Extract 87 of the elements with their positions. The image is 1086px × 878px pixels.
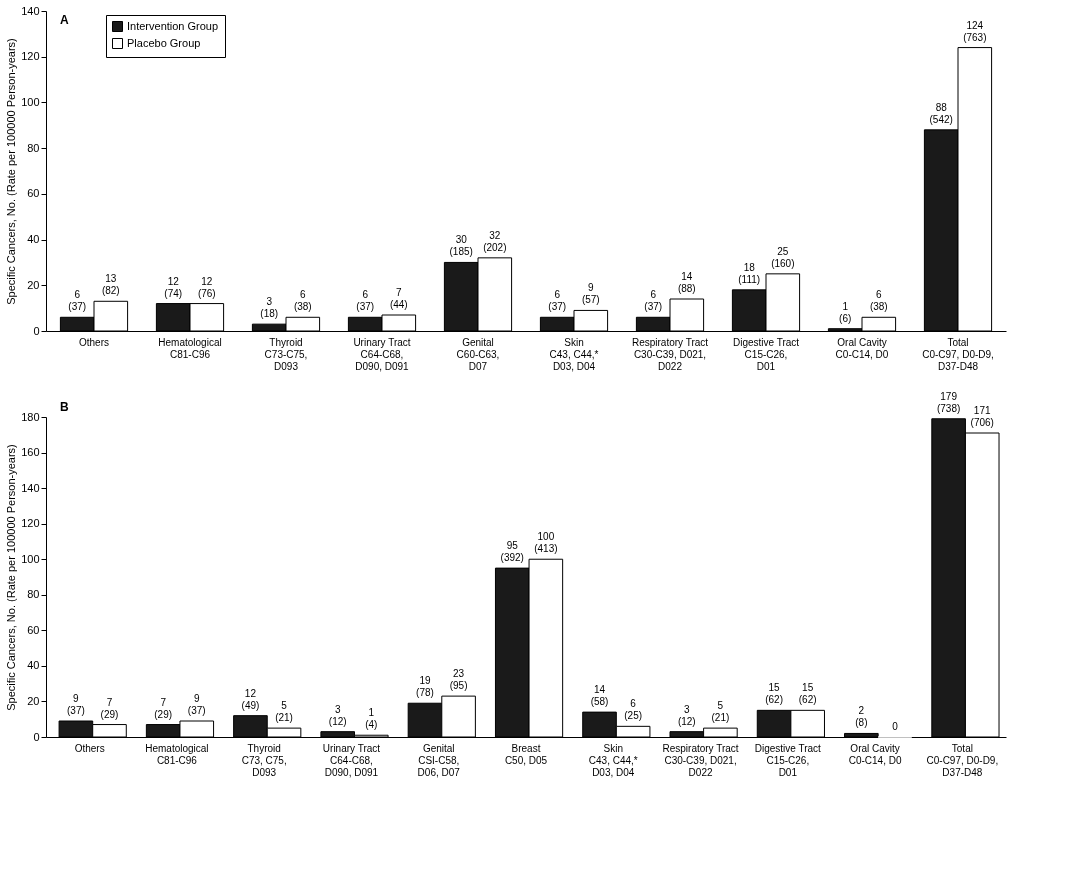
legend-label: Placebo Group: [127, 36, 201, 49]
data-label: 9 (37): [187, 693, 206, 716]
y-tick-label: 100: [21, 552, 40, 565]
data-label: 6 (25): [624, 698, 643, 722]
y-axis-title: Specific Cancers, No. (Rate per 100000 Person-years): [5, 38, 18, 305]
data-label: 15 (62): [798, 682, 817, 706]
legend-label: Intervention Group: [127, 19, 219, 32]
data-label: 95 (392): [500, 540, 524, 564]
data-label: 12 (49): [241, 687, 260, 711]
data-label: 23 (95): [449, 668, 468, 692]
data-label: 7 (29): [100, 696, 119, 720]
data-label: 1 (4): [365, 707, 378, 731]
y-tick-label: 40: [27, 233, 40, 246]
data-label: 7 (29): [154, 696, 173, 720]
x-tick-label: Genital C60-C63, D07: [456, 336, 500, 372]
x-tick-label: Thyroid C73-C75, D093: [264, 336, 308, 372]
y-tick-label: 0: [33, 324, 40, 337]
data-label: 30 (185): [449, 234, 473, 258]
data-label: 14 (58): [590, 684, 609, 708]
data-label: 9 (57): [581, 282, 600, 306]
data-label: 19 (78): [416, 675, 434, 699]
x-tick-label: Thyroid C73, C75, D093: [241, 742, 287, 778]
data-label: 171 (706): [970, 405, 994, 428]
data-label: 88 (542): [929, 101, 953, 125]
data-label: 3 (12): [328, 703, 347, 727]
data-label: 0: [892, 721, 899, 732]
x-tick-label: Urinary Tract C64-C68, D090, D091: [353, 336, 411, 372]
x-tick-label: Oral Cavity C0-C14, D0: [835, 336, 889, 360]
x-tick-label: Digestive Tract C15-C26, D01: [732, 336, 800, 372]
data-label: 2 (8): [855, 705, 868, 729]
y-tick-label: 60: [27, 187, 40, 200]
data-label: 15 (62): [765, 682, 783, 706]
x-tick-label: Skin C43, C44,* D03, D04: [588, 742, 638, 778]
data-label: 7 (44): [389, 287, 408, 310]
x-tick-label: Others: [78, 336, 110, 348]
y-axis-title: Specific Cancers, No. (Rate per 100000 Person-years): [5, 444, 18, 711]
x-tick-label: Respiratory Tract C30-C39, D021, D022: [662, 742, 739, 778]
y-tick-label: 20: [27, 278, 40, 291]
x-tick-label: Urinary Tract C64-C68, D090, D091: [322, 742, 381, 778]
data-label: 5 (21): [275, 700, 293, 724]
chart-title: A: [60, 13, 69, 27]
y-tick-label: 180: [21, 410, 40, 423]
x-tick-label: Oral Cavity C0-C14, D0: [848, 742, 902, 766]
x-tick-label: Total C0-C97, D0-D9, D37-D48: [922, 336, 994, 372]
x-tick-label: Hematological C81-C96: [158, 336, 222, 360]
data-label: 6 (37): [68, 289, 87, 313]
data-label: 12 (74): [164, 275, 183, 299]
data-label: 32 (202): [483, 229, 507, 253]
x-tick-label: Respiratory Tract C30-C39, D021, D022: [631, 336, 709, 372]
data-label: 100 (413): [534, 531, 558, 555]
x-tick-label: Total C0-C97, D0-D9, D37-D48: [926, 742, 999, 778]
y-tick-label: 0: [33, 730, 40, 743]
data-label: 25 (160): [771, 245, 795, 269]
y-tick-label: 80: [27, 588, 40, 601]
y-tick-label: 100: [21, 95, 40, 108]
y-tick-label: 160: [21, 446, 40, 459]
data-label: 124 (763): [963, 19, 987, 43]
data-label: 6 (38): [869, 289, 888, 313]
data-label: 179 (738): [936, 390, 961, 414]
data-label: 1 (6): [839, 300, 852, 324]
y-tick-label: 60: [27, 623, 40, 636]
y-tick-label: 120: [21, 517, 40, 530]
y-tick-label: 20: [27, 694, 40, 707]
y-tick-label: 140: [21, 4, 40, 17]
data-label: 13 (82): [101, 273, 120, 297]
chart-title: B: [60, 399, 69, 414]
x-tick-label: Skin C43, C44,* D03, D04: [549, 336, 599, 372]
x-tick-label: Breast C50, D05: [504, 742, 548, 766]
data-label: 3 (12): [677, 703, 696, 727]
data-label: 3 (18): [260, 296, 279, 320]
data-label: 14 (88): [677, 271, 696, 294]
data-label: 6 (38): [293, 289, 312, 313]
y-tick-label: 140: [21, 481, 40, 494]
x-tick-label: Hematological C81-C96: [145, 742, 209, 766]
y-tick-label: 120: [21, 50, 40, 63]
x-tick-label: Digestive Tract C15-C26, D01: [754, 742, 822, 778]
y-tick-label: 40: [27, 659, 40, 672]
x-tick-label: Genital CSI-C58, D06, D07: [417, 742, 461, 778]
data-label: 18 (111): [738, 261, 761, 285]
y-tick-label: 80: [27, 141, 40, 154]
data-label: 6 (37): [356, 289, 375, 313]
x-tick-label: Others: [74, 742, 105, 754]
data-label: 6 (37): [548, 289, 567, 313]
data-label: 9 (37): [66, 693, 85, 716]
data-label: 5 (21): [711, 700, 730, 724]
data-label: 12 (76): [197, 275, 216, 299]
data-label: 6 (37): [644, 289, 663, 313]
